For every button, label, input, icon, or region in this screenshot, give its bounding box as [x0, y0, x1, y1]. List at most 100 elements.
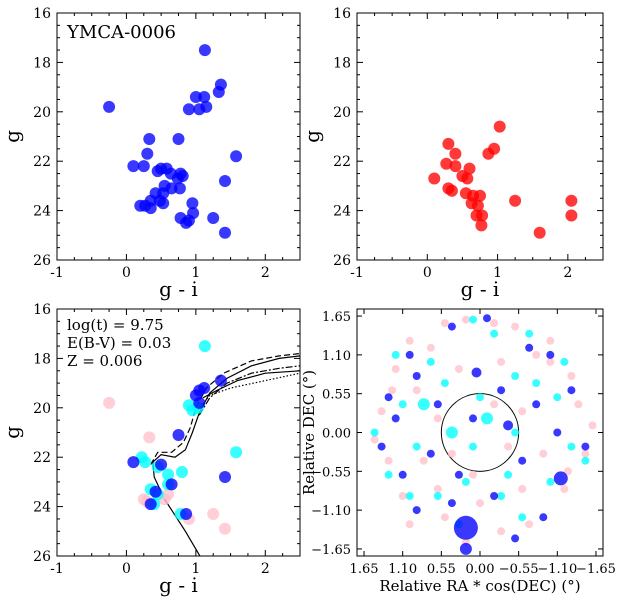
data-point-blue: [525, 343, 534, 352]
x-tick-label: 1: [191, 561, 200, 577]
data-point-cyan: [440, 379, 449, 388]
x-axis-label: g - i: [159, 573, 198, 597]
data-point-field: [476, 209, 489, 222]
data-point-blue: [172, 429, 185, 441]
x-tick-label: 2: [261, 561, 270, 577]
data-point-members: [219, 226, 231, 239]
data-point-cyan: [391, 350, 400, 359]
data-point-members: [144, 202, 157, 215]
data-point-blue: [469, 414, 477, 423]
data-point-blue: [412, 506, 421, 515]
data-point-cyan: [511, 372, 520, 380]
data-point-cyan: [417, 398, 430, 411]
y-tick-label: 0.00: [322, 427, 351, 442]
data-point-cyan: [230, 446, 243, 459]
data-point-blue: [155, 458, 168, 471]
data-point-field: [428, 172, 441, 185]
data-point-cyan: [139, 456, 152, 469]
data-point-pink: [525, 520, 534, 529]
x-axis-label: Relative RA * cos(DEC) (°): [379, 577, 580, 595]
panel-title: YMCA-0006: [66, 22, 176, 43]
data-point-members: [200, 100, 213, 113]
y-tick-label: −1.10: [311, 504, 351, 519]
data-point-pink: [532, 350, 541, 359]
data-point-blue: [539, 513, 548, 522]
data-point-cyan: [476, 393, 484, 402]
data-point-members: [103, 100, 116, 113]
data-point-members: [189, 91, 202, 103]
data-point-pink: [398, 492, 407, 500]
data-point-members: [137, 160, 150, 173]
data-point-cyan: [504, 470, 513, 479]
data-point-pink: [567, 372, 576, 380]
data-point-pink: [563, 467, 572, 476]
data-point-pink: [518, 407, 527, 416]
data-point-pink: [476, 499, 484, 508]
data-point-field: [565, 194, 578, 207]
y-tick-label: 20: [33, 105, 51, 121]
data-point-members: [171, 172, 184, 185]
x-tick-label: 1: [493, 265, 502, 281]
data-point-blue: [471, 367, 482, 378]
data-point-pink: [490, 319, 499, 328]
plot-area: [103, 340, 300, 556]
isochrone-dotted-3: [195, 372, 300, 414]
data-point-members: [230, 150, 243, 163]
data-point-cyan: [469, 442, 477, 451]
data-point-pink: [518, 485, 527, 493]
data-point-blue: [405, 350, 414, 359]
data-point-pink: [405, 336, 414, 345]
y-tick-label: 18: [33, 351, 51, 367]
y-tick-label: 22: [33, 450, 51, 466]
data-point-blue: [553, 471, 568, 486]
y-tick-label: 1.10: [322, 349, 351, 364]
data-point-members: [173, 182, 186, 195]
y-tick-label: 22: [333, 154, 351, 170]
data-point-cyan: [546, 477, 555, 486]
data-point-pink: [504, 442, 513, 451]
plot-area: [428, 120, 578, 239]
data-point-members: [143, 133, 156, 145]
x-tick-label: 0.00: [466, 562, 495, 577]
data-point-cyan: [490, 329, 499, 338]
data-point-blue: [214, 374, 227, 387]
data-point-pink: [440, 513, 449, 522]
y-tick-label: 0.55: [322, 388, 351, 403]
data-point-field: [461, 172, 474, 185]
data-point-pink: [490, 400, 499, 409]
y-tick-label: 24: [33, 500, 51, 516]
x-tick-label: -1: [50, 265, 64, 281]
data-point-cyan: [581, 456, 590, 465]
data-point-field: [463, 162, 476, 175]
x-tick-label: 0.55: [427, 562, 456, 577]
x-axis-label: g - i: [461, 277, 500, 301]
data-point-blue: [447, 322, 456, 331]
data-point-pink: [574, 400, 583, 409]
axes-frame: [356, 308, 604, 557]
data-point-pink: [560, 485, 569, 493]
isochrone-parameter: Z = 0.006: [67, 352, 142, 370]
isochrone-parameter: log(t) = 9.75: [67, 316, 164, 334]
data-point-pink: [581, 449, 590, 458]
data-point-field: [533, 226, 546, 239]
data-point-blue: [567, 386, 576, 395]
plot-area: [103, 44, 243, 239]
data-point-blue: [453, 515, 478, 540]
data-point-pink: [511, 322, 520, 331]
data-point-blue: [180, 508, 193, 520]
y-tick-label: 26: [33, 253, 51, 269]
data-point-field: [493, 120, 506, 133]
data-point-pink: [461, 315, 470, 324]
panel-bottom-left: -1 0 1 2 16 18 20 22 24 26 g - i g log(t) = 9.75E(B-…: [0, 302, 301, 597]
data-point-members: [207, 212, 220, 224]
data-point-cyan: [461, 477, 470, 486]
data-point-field: [471, 199, 484, 212]
x-tick-label: 2: [563, 265, 572, 281]
data-point-blue: [377, 442, 386, 451]
y-tick-label: 20: [33, 401, 51, 417]
y-tick-label: 16: [333, 6, 351, 22]
data-point-cyan: [433, 492, 442, 500]
data-point-blue: [219, 471, 231, 483]
data-point-members: [212, 86, 225, 98]
data-point-cyan: [469, 315, 477, 324]
